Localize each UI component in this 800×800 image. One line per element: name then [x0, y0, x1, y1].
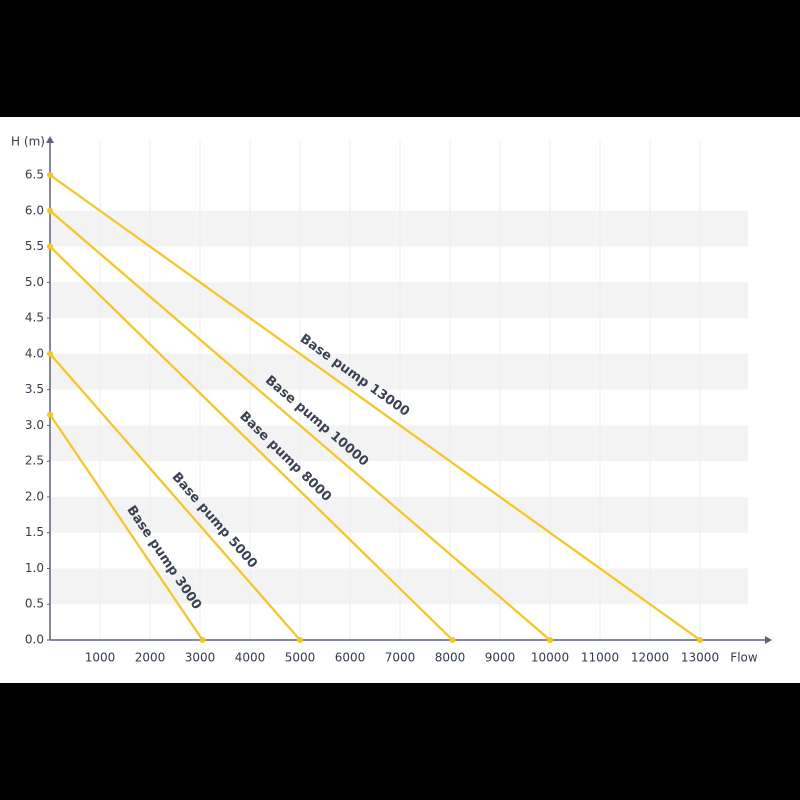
x-tick-label: 8000	[435, 651, 466, 665]
series-point	[47, 411, 53, 418]
x-tick-label: 12000	[631, 651, 669, 665]
x-tick-label: 6000	[335, 651, 366, 665]
grid-band	[50, 425, 748, 462]
series-point	[47, 350, 53, 357]
series-point	[547, 637, 553, 643]
series-line	[49, 209, 551, 641]
series-point	[449, 637, 456, 643]
y-tick-label: 1.0	[25, 561, 44, 575]
grid-band	[50, 496, 748, 533]
x-tick-label: 5000	[285, 651, 316, 665]
y-tick-label: 2.5	[25, 454, 44, 468]
y-tick-label: 0.0	[25, 633, 44, 647]
x-axis-label: Flow	[730, 651, 758, 665]
series-point	[297, 637, 303, 643]
y-tick-label: 4.5	[25, 311, 44, 325]
grid-band	[50, 353, 748, 390]
y-tick-label: 6.0	[25, 203, 44, 217]
x-tick-label: 3000	[185, 651, 216, 665]
y-axis-label: H (m)	[11, 135, 45, 149]
series-line	[49, 174, 701, 641]
y-axis-arrow	[46, 136, 54, 143]
x-axis-arrow	[765, 636, 772, 644]
x-tick-label: 9000	[485, 651, 516, 665]
y-tick-label: 5.5	[25, 239, 44, 253]
y-tick-label: 1.5	[25, 525, 44, 539]
series-point	[47, 243, 53, 250]
x-tick-label: 13000	[681, 651, 719, 665]
x-tick-label: 1000	[85, 651, 116, 665]
x-tick-label: 7000	[385, 651, 416, 665]
y-tick-label: 0.5	[25, 597, 44, 611]
series-point	[47, 172, 53, 178]
y-tick-label: 2.0	[25, 489, 44, 503]
y-tick-label: 3.5	[25, 382, 44, 396]
series-point	[697, 637, 703, 643]
y-tick-label: 3.0	[25, 418, 44, 432]
y-tick-label: 4.0	[25, 346, 44, 360]
series-line	[49, 414, 204, 641]
x-tick-label: 11000	[581, 651, 619, 665]
grid-band	[50, 282, 748, 319]
y-tick-label: 6.5	[25, 168, 44, 182]
series-point	[199, 637, 206, 643]
series-line	[49, 245, 454, 641]
series-point	[47, 207, 53, 214]
grid-band	[50, 210, 748, 247]
x-tick-label: 10000	[531, 651, 569, 665]
y-tick-label: 5.0	[25, 275, 44, 289]
x-tick-label: 4000	[235, 651, 266, 665]
x-tick-label: 2000	[135, 651, 166, 665]
series-line	[49, 353, 301, 641]
